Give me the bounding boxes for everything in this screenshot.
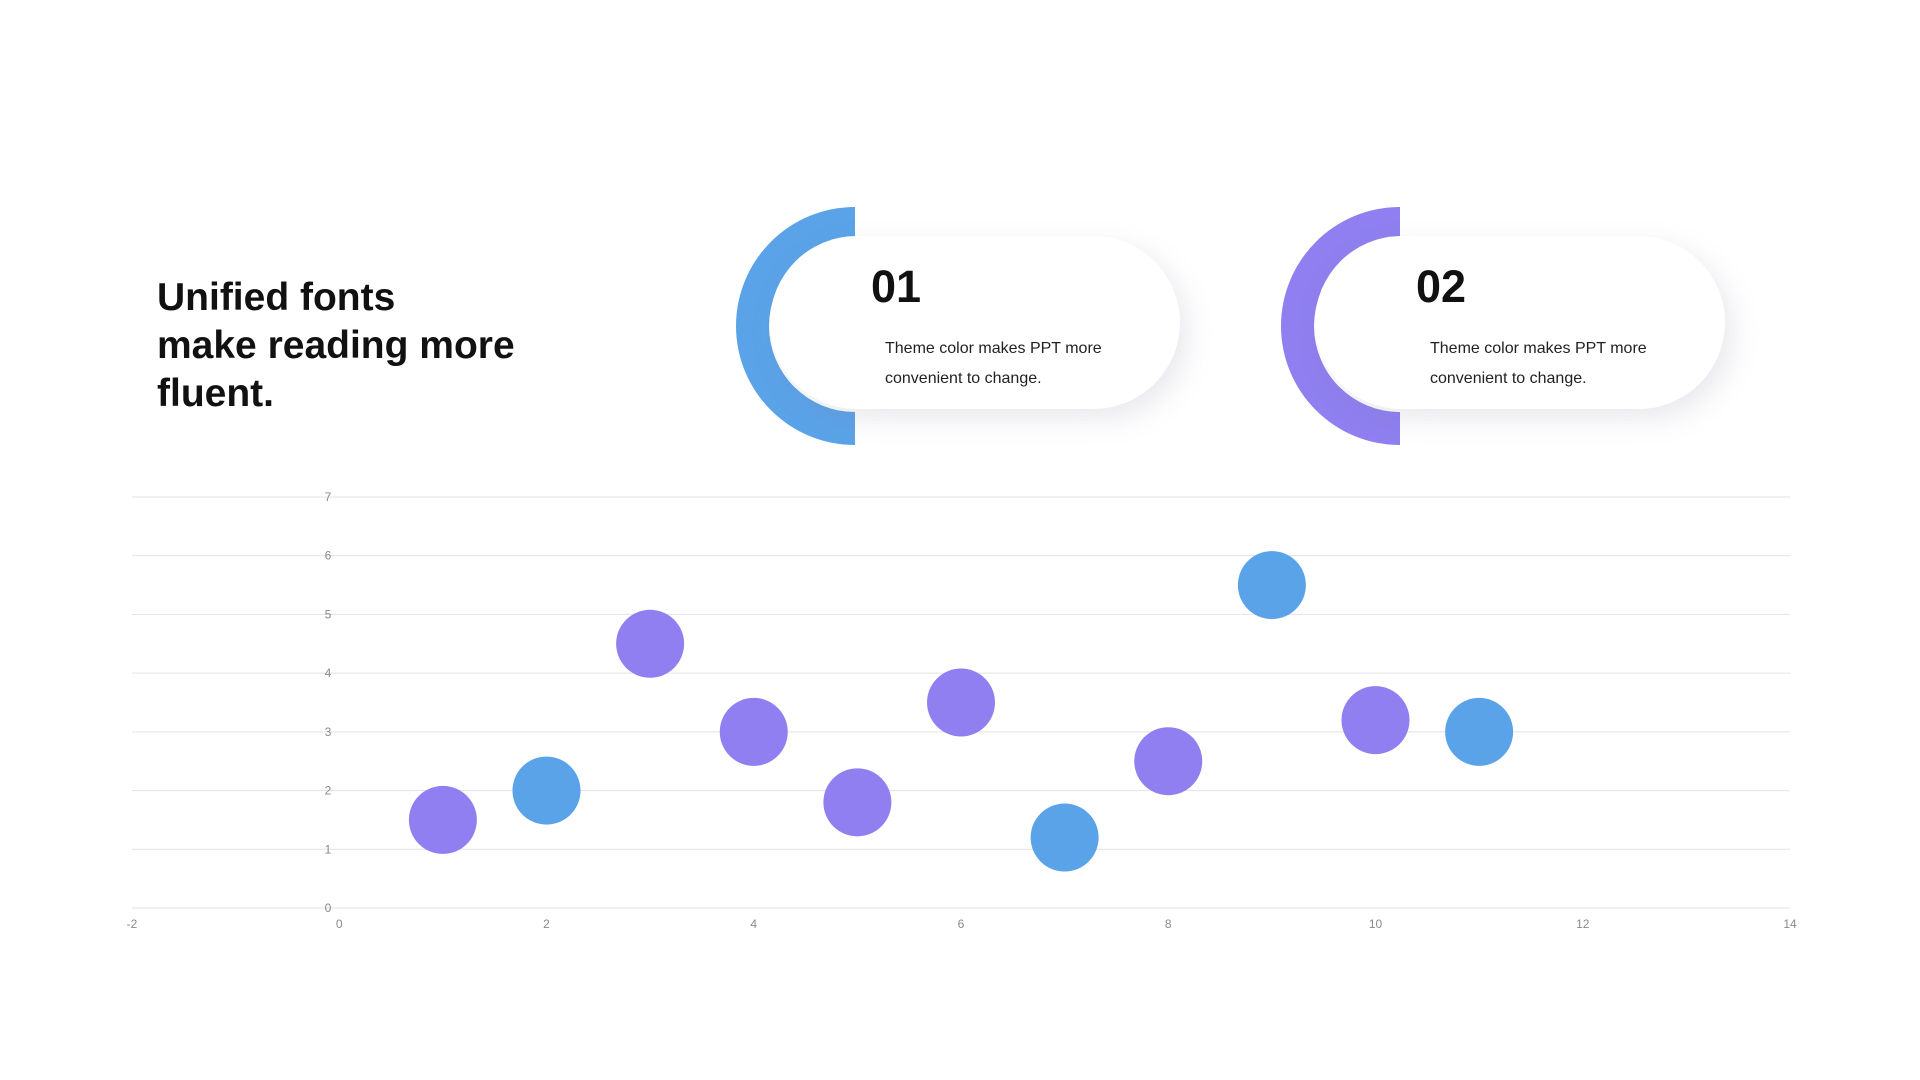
data-points (408, 551, 1514, 872)
x-tick-label: 12 (1576, 917, 1590, 931)
y-tick-label: 6 (325, 549, 332, 563)
data-point (719, 697, 788, 766)
y-tick-label: 3 (325, 725, 332, 739)
y-tick-label: 4 (325, 666, 332, 680)
purple-arc-decoration (1281, 207, 1400, 445)
x-tick-label: -2 (127, 917, 138, 931)
card-description-line-2: convenient to change. (1430, 370, 1587, 387)
card-number: 01 (871, 261, 922, 312)
x-tick-label: 0 (336, 917, 343, 931)
x-tick-label: 10 (1369, 917, 1383, 931)
card-description: Theme color makes PPT more convenient to… (1430, 334, 1690, 394)
headline-line-3: fluent. (157, 372, 274, 415)
data-point (1341, 686, 1410, 755)
data-point (927, 668, 995, 737)
card-number: 02 (1416, 261, 1467, 312)
y-tick-label: 0 (325, 901, 332, 915)
data-point (1445, 697, 1514, 766)
y-tick-label: 1 (325, 842, 332, 856)
headline: Unified fonts make reading more fluent. (157, 274, 597, 418)
headline-line-2: make reading more (157, 324, 515, 367)
data-point (1030, 803, 1099, 872)
x-tick-label: 14 (1783, 917, 1797, 931)
headline-line-1: Unified fonts (157, 276, 396, 319)
blue-arc-decoration (736, 207, 855, 445)
y-tick-label: 7 (325, 490, 332, 504)
x-tick-label: 2 (543, 917, 550, 931)
x-tick-label: 8 (1165, 917, 1172, 931)
card-description: Theme color makes PPT more convenient to… (885, 334, 1145, 394)
data-point (1134, 727, 1203, 796)
data-point (616, 609, 685, 678)
card-description-line-1: Theme color makes PPT more (885, 340, 1102, 357)
y-tick-label: 5 (325, 607, 332, 621)
x-tick-label: 4 (750, 917, 757, 931)
y-tick-label: 2 (325, 784, 332, 798)
card-description-line-2: convenient to change. (885, 370, 1042, 387)
card-description-line-1: Theme color makes PPT more (1430, 340, 1647, 357)
data-point (823, 768, 892, 837)
data-point (408, 785, 477, 854)
data-point (512, 756, 581, 825)
card-panel (770, 236, 1180, 409)
feature-card-01: 01 Theme color makes PPT more convenient… (735, 206, 1215, 446)
feature-card-02: 02 Theme color makes PPT more convenient… (1280, 206, 1760, 446)
data-point (1237, 551, 1306, 620)
x-tick-label: 6 (958, 917, 965, 931)
card-panel (1315, 236, 1725, 409)
